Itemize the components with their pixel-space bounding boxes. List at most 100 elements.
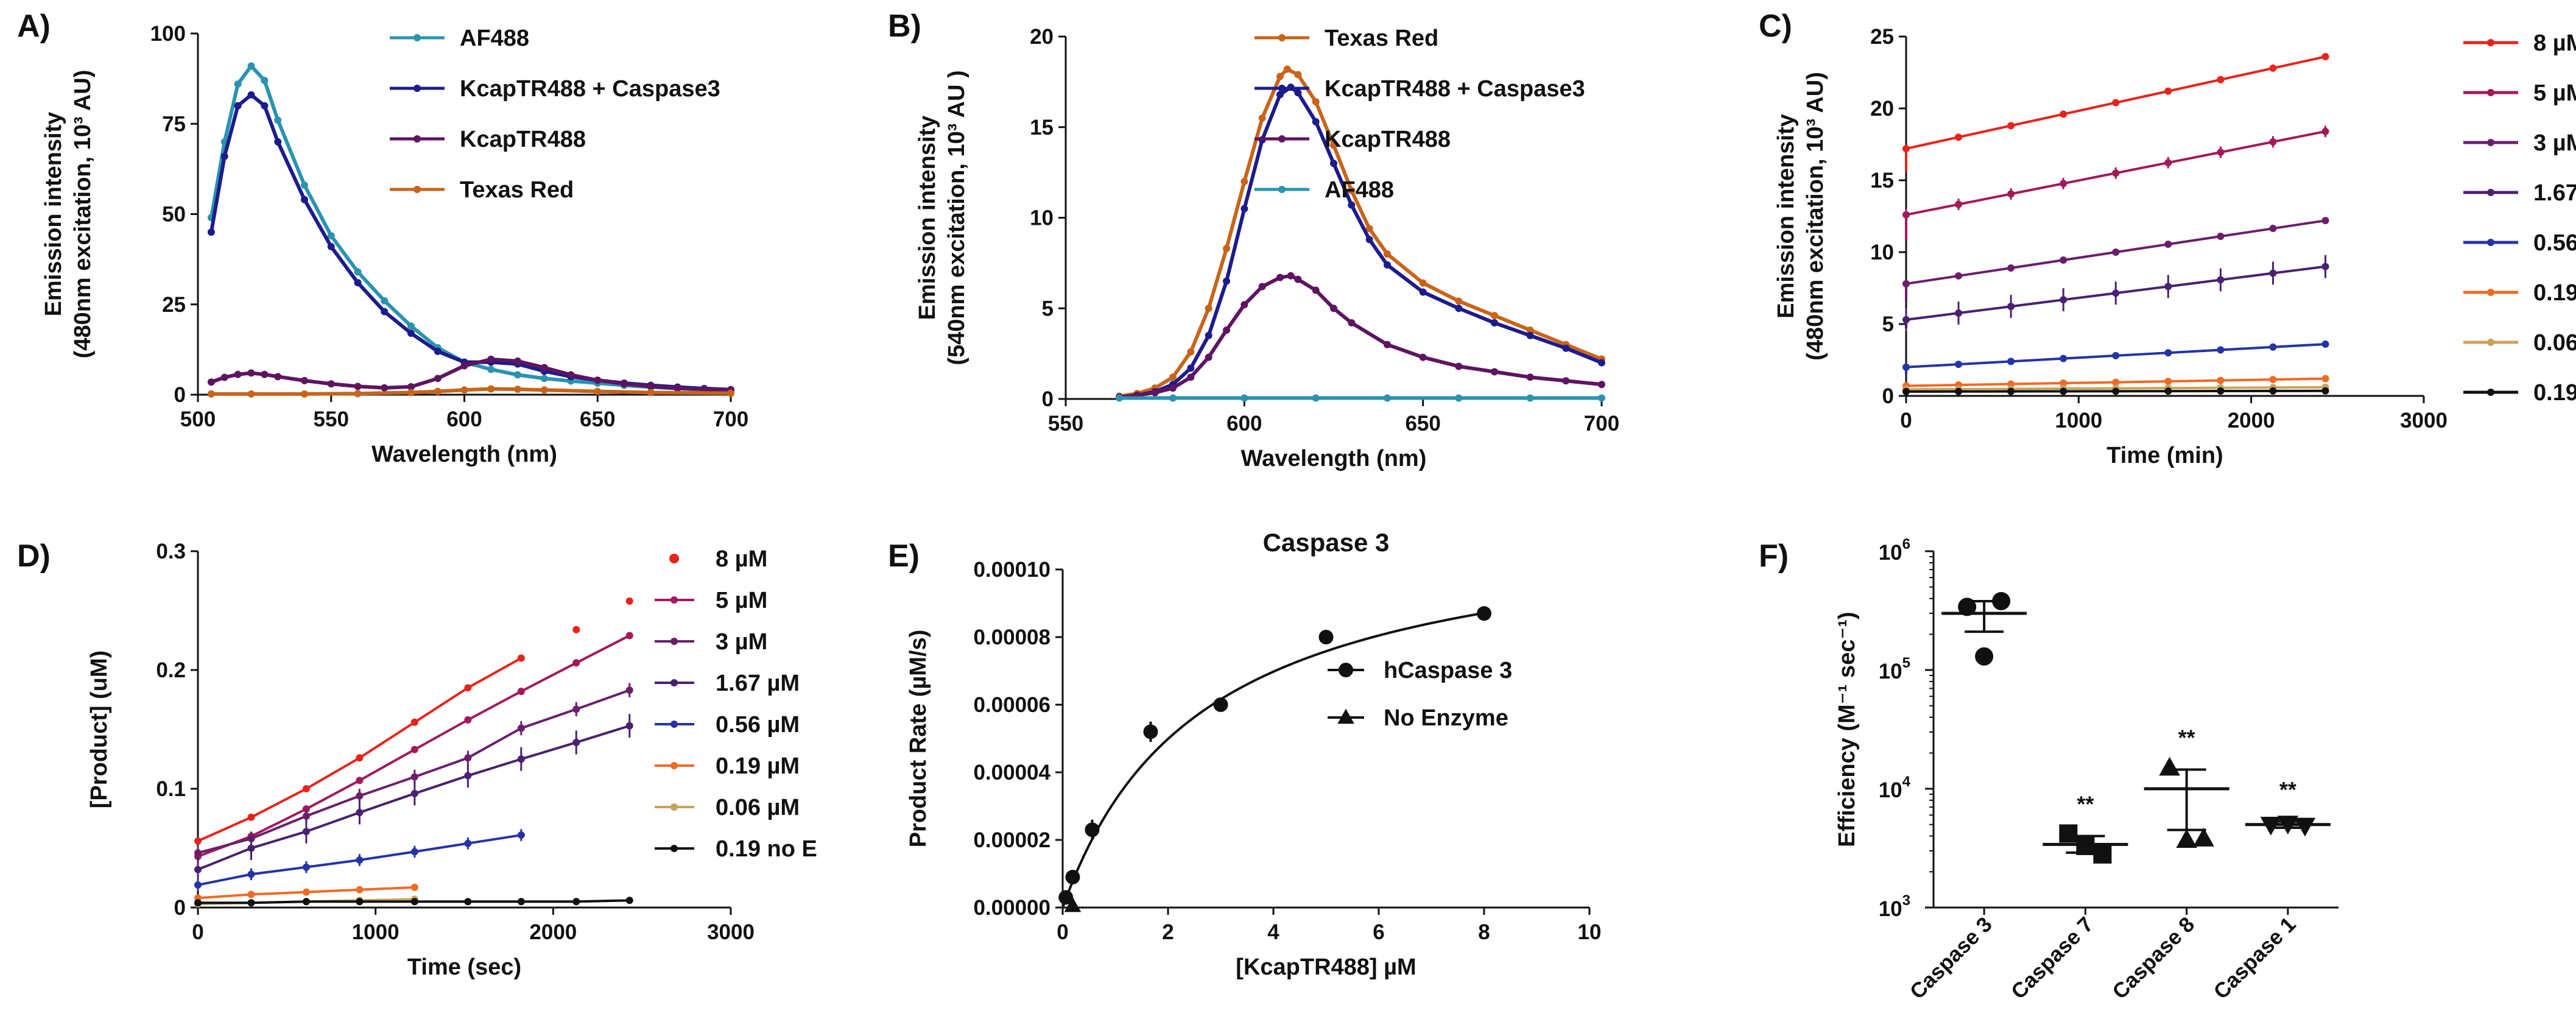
data-point	[2269, 343, 2277, 351]
data-point	[2060, 387, 2067, 395]
y-tick-label: 0.00006	[973, 693, 1050, 717]
data-point	[1902, 145, 1910, 153]
x-tick-label: 1000	[352, 920, 399, 944]
data-point	[727, 389, 734, 397]
significance-label: **	[2178, 725, 2195, 750]
data-point	[381, 308, 389, 316]
legend-label: 5 µM	[716, 588, 767, 613]
data-point	[572, 659, 580, 667]
legend-label: 0.56 µM	[2533, 230, 2576, 256]
data-point	[1491, 368, 1498, 376]
data-point	[2060, 296, 2067, 304]
y-tick-label: 25	[1870, 25, 1894, 49]
data-point	[354, 390, 362, 398]
data-point	[2164, 87, 2172, 95]
data-point	[514, 386, 521, 393]
data-point	[2269, 138, 2277, 146]
y-axis-title: (480nm excitation, 10³ AU)	[70, 70, 96, 359]
y-tick-label: 50	[162, 203, 186, 227]
data-point	[302, 898, 310, 906]
data-point	[2164, 387, 2172, 395]
legend-label: KcapTR488	[1325, 127, 1451, 152]
data-point	[2321, 375, 2329, 383]
data-point	[356, 856, 364, 864]
data-point	[302, 812, 310, 820]
legend-marker	[2487, 389, 2494, 396]
data-point	[410, 883, 418, 891]
data-point	[1205, 353, 1212, 361]
data-point	[302, 828, 310, 836]
y-tick-label: 0	[1042, 387, 1054, 411]
y-tick-label: 75	[162, 112, 186, 136]
legend-label: 8 µM	[2533, 30, 2576, 56]
legend-label: KcapTR488 + Caspase3	[460, 76, 720, 102]
data-point	[407, 322, 415, 330]
legend-marker	[2487, 339, 2494, 346]
data-point	[2112, 99, 2120, 107]
y-tick-label: 0.2	[156, 658, 186, 682]
panel-e: E) Caspase 3 0 2 4 6 8 10 0.00000 0.00002 0.00004 0…	[888, 528, 1601, 980]
x-tick-label: 8	[1478, 920, 1490, 944]
y-axis-title: Emission intensity	[1773, 114, 1799, 319]
data-point	[1240, 394, 1248, 402]
data-point	[2321, 263, 2329, 270]
x-tick-label: 700	[713, 407, 748, 431]
data-point	[327, 242, 335, 250]
data-point	[514, 357, 521, 365]
data-point	[517, 688, 525, 696]
y-tick-exponent: 5	[1902, 655, 1910, 671]
data-point	[1240, 205, 1248, 213]
data-point	[2269, 269, 2277, 277]
series-line	[1905, 219, 2326, 301]
data-point	[234, 80, 242, 88]
data-point	[327, 232, 335, 240]
data-point	[1955, 133, 1963, 141]
data-point	[572, 738, 580, 746]
data-point	[407, 389, 415, 397]
y-tick-label: 10	[1870, 241, 1894, 264]
data-point	[594, 376, 602, 384]
data-point	[1902, 387, 1910, 395]
y-tick-label: 0	[174, 896, 186, 920]
data-point	[1223, 326, 1230, 334]
data-point	[674, 384, 681, 392]
data-point	[2217, 387, 2225, 395]
legend-label: 3 µM	[716, 629, 767, 655]
data-point	[1330, 160, 1337, 167]
data-point	[2007, 387, 2015, 395]
data-point	[1065, 870, 1080, 885]
data-point	[572, 898, 580, 906]
data-point	[540, 364, 548, 372]
legend-marker	[1278, 85, 1286, 92]
data-point	[1330, 141, 1337, 149]
data-point	[517, 898, 525, 906]
data-point	[274, 138, 282, 146]
legend-marker	[1278, 186, 1286, 193]
data-point	[647, 389, 655, 397]
data-point	[517, 654, 525, 662]
data-point	[261, 77, 269, 85]
data-point	[1491, 312, 1498, 320]
panel-d: D) 0 1000 2000 3000 0 0.1 0.2 0.3 Time (sec) [Prod…	[17, 538, 817, 980]
data-point	[2269, 225, 2277, 233]
data-point	[1455, 394, 1463, 402]
data-point	[1384, 250, 1391, 258]
y-tick-label: 25	[162, 293, 186, 317]
data-point	[1419, 288, 1427, 296]
data-point	[1526, 373, 1534, 381]
panel-a: A) 500 550 600 650 700 0 25 50 75 100 Wavelength (n…	[17, 9, 748, 467]
panel-letter: D)	[17, 538, 51, 574]
y-axis-title: (480nm excitation, 10³ AU)	[1803, 72, 1828, 361]
legend-marker	[670, 596, 678, 604]
y-tick-label: 0.00010	[973, 558, 1050, 582]
data-point	[2164, 241, 2172, 249]
y-tick-label: 20	[1030, 25, 1054, 49]
data-point	[247, 890, 255, 898]
x-tick-label: 600	[1226, 412, 1262, 435]
y-tick-exponent: 6	[1902, 536, 1910, 552]
data-point	[2164, 283, 2172, 291]
data-point	[354, 268, 362, 276]
y-tick-label: 0	[174, 383, 186, 407]
data-point	[464, 716, 472, 724]
